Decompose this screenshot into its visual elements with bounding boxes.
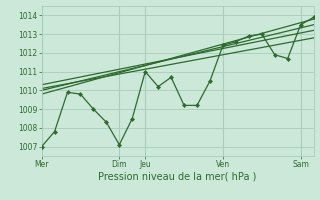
X-axis label: Pression niveau de la mer( hPa ): Pression niveau de la mer( hPa ) — [99, 172, 257, 182]
